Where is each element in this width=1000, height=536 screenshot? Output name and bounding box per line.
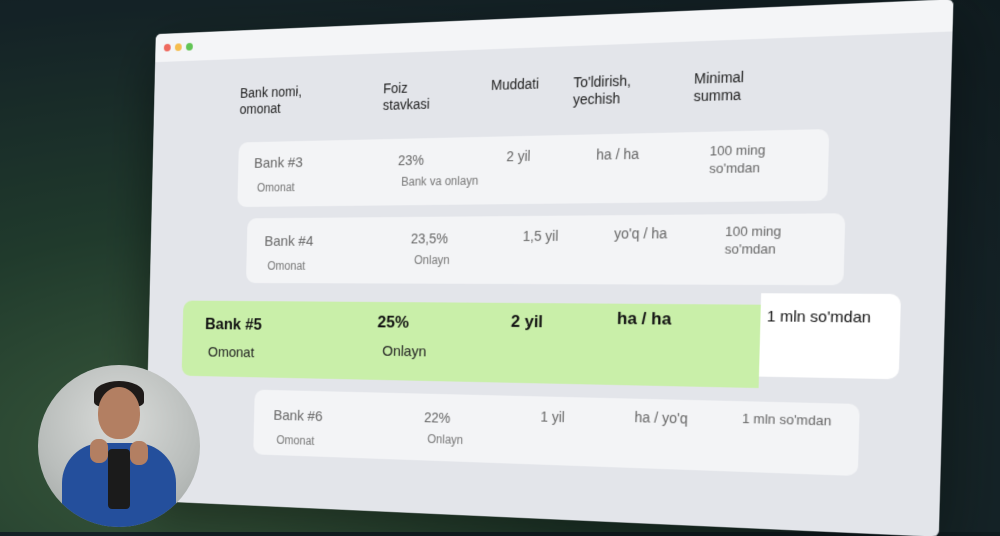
row-bank: Bank #5 [205, 316, 262, 333]
row-type: Omonat [267, 258, 305, 274]
header-topup: To'ldirish, yechish [573, 72, 631, 108]
window-titlebar [155, 0, 953, 62]
row-min: 1 mln so'mdan [767, 308, 872, 327]
header-rate: Foiz stavkasi [383, 79, 431, 114]
row-term: 2 yil [506, 148, 530, 165]
row-channel: Onlayn [414, 252, 450, 269]
row-bank: Bank #6 [273, 407, 322, 425]
row-channel: Bank va onlayn [401, 173, 478, 191]
row-type: Omonat [208, 344, 255, 361]
row-type: Omonat [276, 432, 314, 450]
row-term: 2 yil [511, 313, 543, 330]
row-term: 1,5 yil [523, 228, 559, 245]
minimize-dot-icon[interactable] [175, 43, 182, 51]
row-min: 100 ming so'mdan [709, 141, 766, 177]
row-channel: Onlayn [427, 431, 463, 449]
interpreter-right-hand [130, 441, 148, 465]
row-topup: ha / ha [596, 146, 639, 164]
table-header: Bank nomi, omonat Foiz stavkasi Muddati … [239, 63, 907, 133]
interpreter-shirt [108, 449, 130, 509]
table-row[interactable]: Bank #4 Omonat 23,5% Onlayn 1,5 yil yo'q… [246, 213, 845, 285]
close-dot-icon[interactable] [164, 44, 171, 52]
row-bank: Bank #3 [254, 154, 303, 171]
row-topup: yo'q / ha [614, 225, 667, 243]
row-topup: ha / ha [617, 310, 672, 328]
table-row[interactable]: Bank #3 Omonat 23% Bank va onlayn 2 yil … [237, 129, 829, 207]
row-min: 100 ming so'mdan [724, 222, 781, 258]
row-min: 1 mln so'mdan [742, 410, 832, 430]
row-rate: 23,5% [411, 230, 449, 247]
row-topup: ha / yo'q [634, 409, 688, 428]
interpreter-video [38, 365, 200, 527]
row-rate: 22% [424, 409, 451, 426]
table-row-highlighted[interactable]: Bank #5 Omonat 25% Onlayn 2 yil ha / ha [182, 301, 761, 388]
table-row[interactable]: Bank #6 Omonat 22% Onlayn 1 yil ha / yo'… [253, 390, 860, 476]
header-min: Minimal summa [693, 69, 744, 106]
header-bank: Bank nomi, omonat [239, 83, 302, 117]
row-term: 1 yil [540, 408, 565, 426]
row-type: Omonat [257, 180, 295, 197]
row-bank: Bank #4 [264, 233, 313, 249]
row-channel: Onlayn [382, 343, 426, 360]
row-rate: 23% [398, 152, 424, 169]
row-rate: 25% [377, 314, 409, 331]
highlight-row-end: 1 mln so'mdan [759, 293, 901, 379]
browser-window: Bank nomi, omonat Foiz stavkasi Muddati … [145, 0, 954, 536]
maximize-dot-icon[interactable] [186, 43, 193, 51]
header-term: Muddati [491, 75, 539, 94]
interpreter-face [98, 387, 140, 439]
interpreter-left-hand [90, 439, 108, 463]
